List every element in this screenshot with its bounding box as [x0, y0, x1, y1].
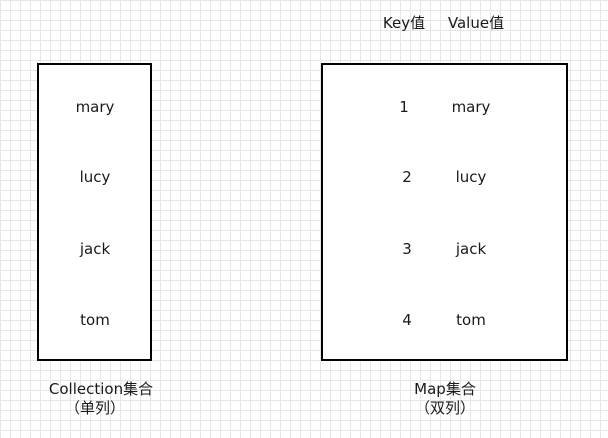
map-entry-value: jack [455, 240, 487, 258]
map-caption: Map集合 [414, 380, 476, 398]
collection-item: tom [80, 311, 110, 329]
map-entry-key: 3 [402, 240, 412, 258]
collection-caption-subtitle: （单列） [64, 399, 126, 417]
map-entry-key: 4 [402, 311, 412, 329]
collection-item: lucy [79, 168, 111, 186]
collection-box [37, 63, 152, 361]
map-entry-value: mary [451, 98, 491, 116]
collection-item: jack [79, 240, 111, 258]
map-entry-value: lucy [455, 168, 487, 186]
map-entry-key: 1 [399, 98, 409, 116]
map-caption-subtitle: （双列） [414, 399, 476, 417]
map-key-header: Key值 [382, 14, 426, 32]
map-box [321, 63, 568, 361]
map-value-header: Value值 [447, 14, 505, 32]
collection-item: mary [75, 98, 115, 116]
map-entry-value: tom [456, 311, 486, 329]
collection-caption: Collection集合 [48, 380, 154, 398]
map-entry-key: 2 [402, 168, 412, 186]
